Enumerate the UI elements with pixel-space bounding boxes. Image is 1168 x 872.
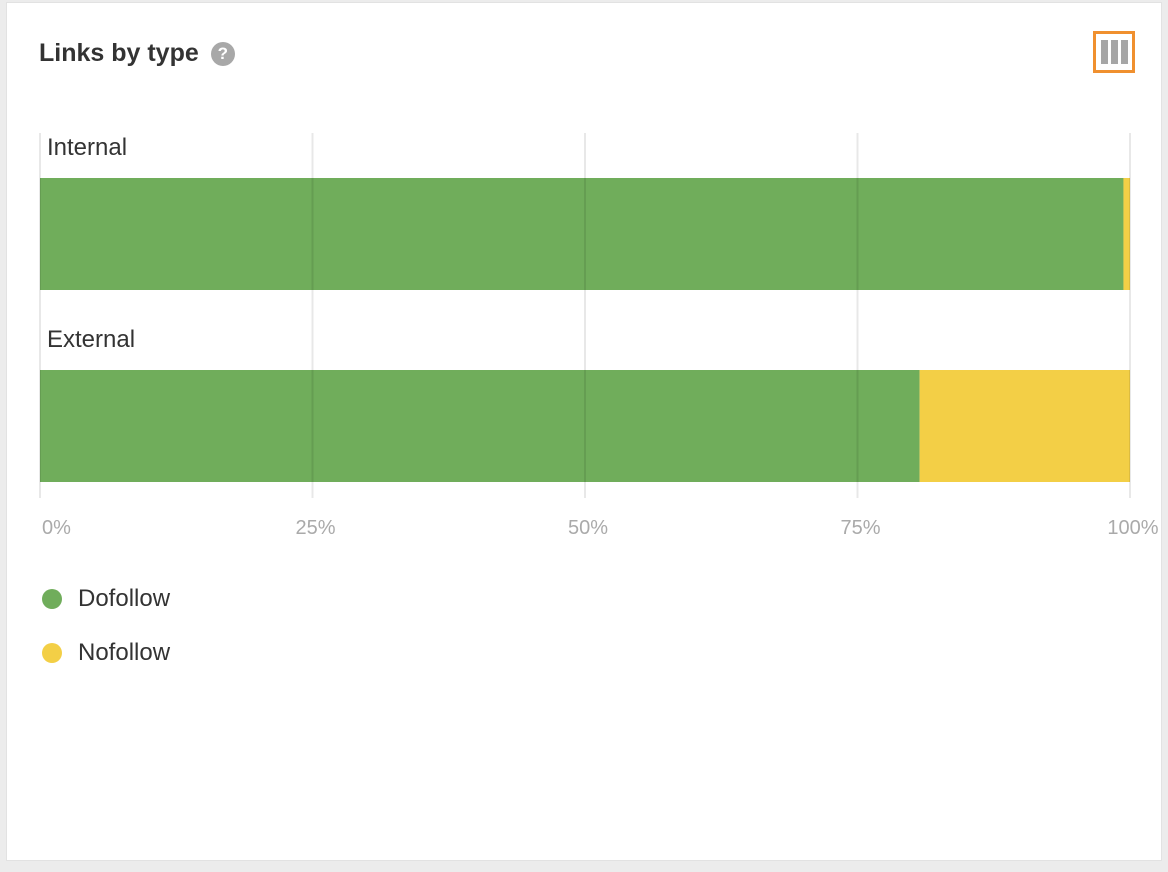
category-label: External [47,326,135,353]
question-circle-icon[interactable]: ? [210,41,235,66]
title-text: Links by type [39,39,199,67]
bar-dofollow-internal [40,178,1124,290]
bar-nofollow-internal [1123,178,1130,290]
card-title: Links by type ? [39,39,235,68]
columns-icon [1100,40,1108,64]
columns-icon-bar [1110,40,1118,64]
legend: Dofollow Nofollow [42,572,170,680]
category-label: Internal [47,134,127,161]
legend-label: Dofollow [78,585,171,612]
legend-dot-icon [42,589,62,609]
columns-icon-bar [1120,40,1128,64]
columns-toggle-button[interactable] [1093,31,1135,73]
x-tick-label: 25% [295,517,335,539]
legend-item-nofollow[interactable]: Nofollow [42,626,170,680]
bar-dofollow-external [40,370,920,482]
x-tick-label: 0% [42,517,71,539]
bar-nofollow-external [919,370,1130,482]
legend-label: Nofollow [78,639,171,666]
legend-item-dofollow[interactable]: Dofollow [42,572,170,626]
x-tick-label: 50% [568,517,608,539]
x-tick-label: 75% [840,517,880,539]
legend-dot-icon [42,643,62,663]
x-tick-label: 100% [1107,517,1158,539]
